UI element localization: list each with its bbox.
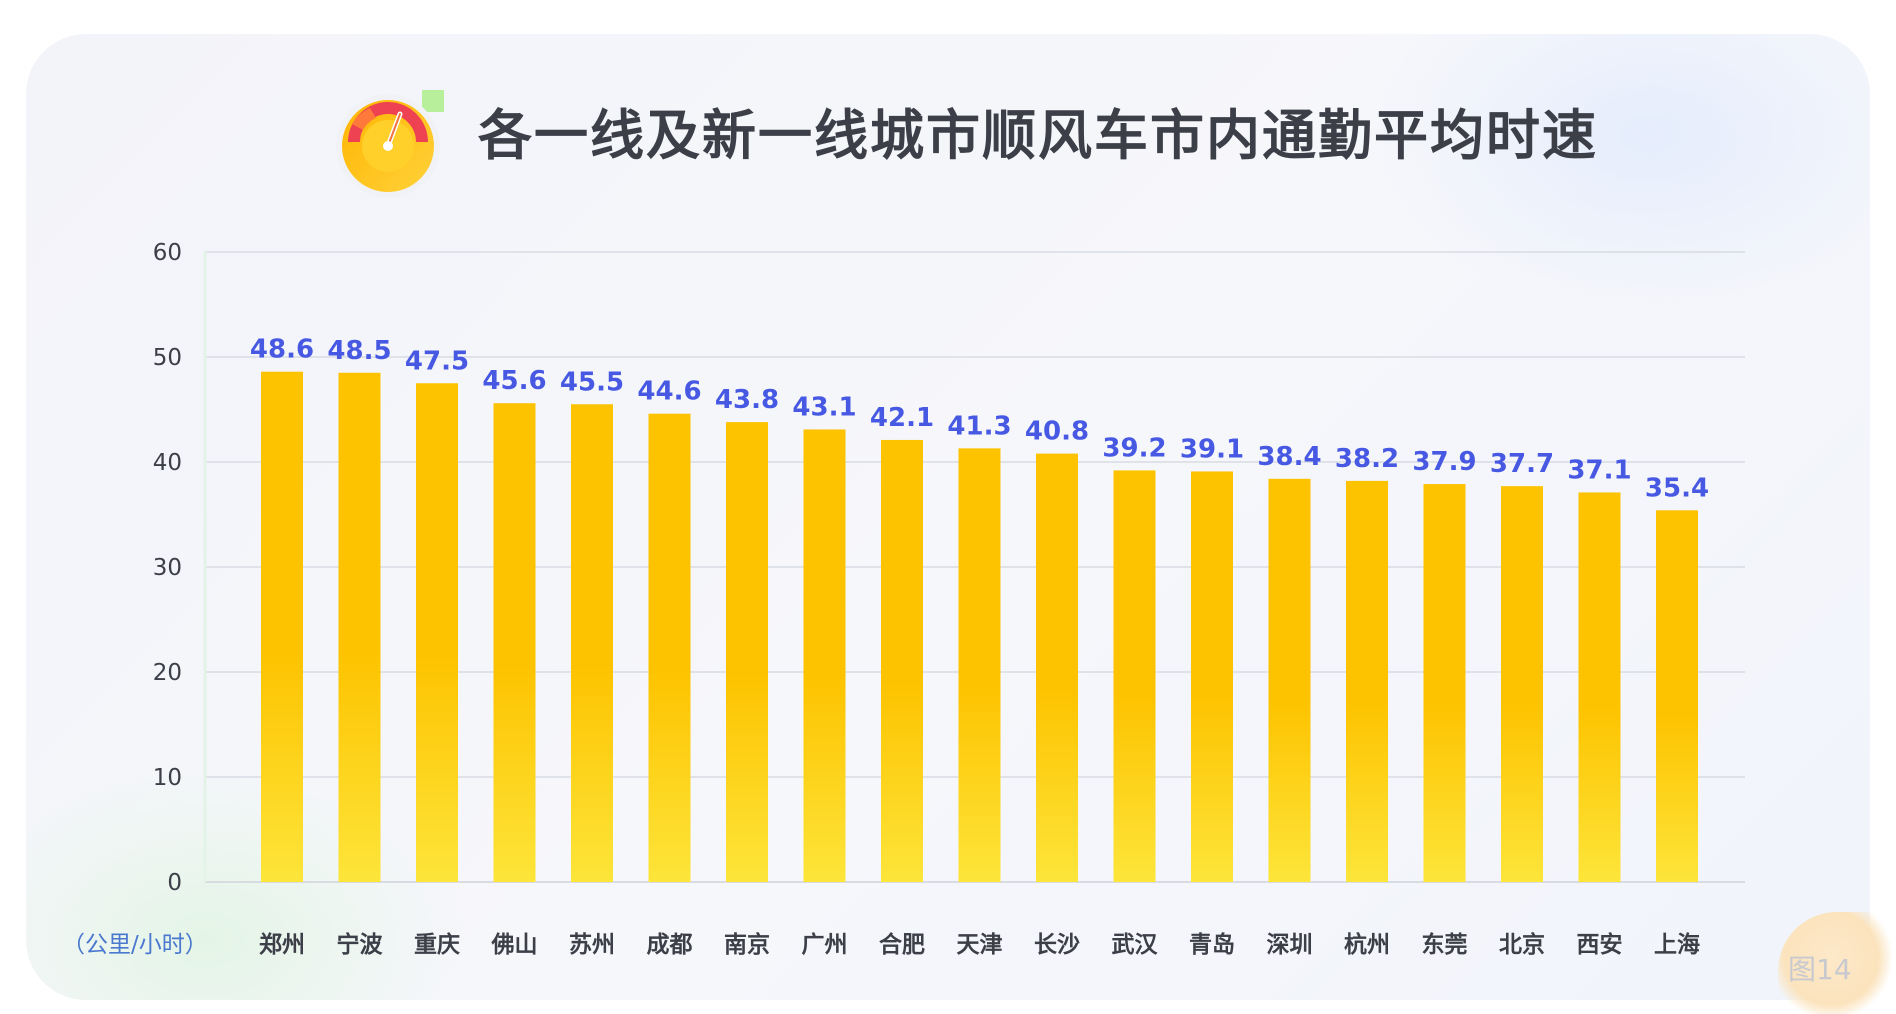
x-tick-label: 青岛 (1189, 931, 1235, 958)
figure-number: 图14 (1788, 953, 1852, 986)
value-label: 37.7 (1490, 449, 1554, 479)
x-tick-label: 北京 (1499, 931, 1545, 958)
bar-西安 (1578, 492, 1621, 882)
value-label: 35.4 (1645, 473, 1709, 503)
figure-number-badge (1778, 912, 1896, 1014)
y-tick-label: 0 (167, 870, 182, 896)
x-tick-label: 东莞 (1422, 931, 1468, 958)
unit-label: （公里/小时） (62, 932, 208, 958)
figure-card (26, 34, 1870, 1000)
value-labels: 48.6 48.5 47.5 45.6 45.5 44.6 43.8 43.1 42.1 41.3… (250, 335, 1709, 504)
bar-郑州 (261, 371, 303, 882)
y-tick-label: 10 (153, 765, 182, 791)
x-tick-label: 佛山 (491, 932, 538, 958)
x-tick-label: 苏州 (569, 932, 615, 958)
x-tick-label: 广州 (802, 931, 848, 958)
bar-上海 (1656, 510, 1698, 882)
bar-成都 (648, 413, 691, 882)
bar-青岛 (1191, 471, 1233, 882)
bar-深圳 (1268, 478, 1311, 882)
bar-广州 (803, 429, 846, 882)
value-label: 45.6 (482, 366, 546, 396)
value-label: 45.5 (560, 367, 624, 397)
value-label: 44.6 (637, 377, 701, 407)
x-tick-label: 上海 (1654, 931, 1700, 958)
x-tick-label: 南京 (724, 931, 770, 958)
x-tick-label: 杭州 (1344, 931, 1390, 958)
bar-东莞 (1423, 484, 1466, 882)
bar-佛山 (493, 403, 536, 882)
value-label: 43.8 (715, 385, 779, 415)
y-tick-label: 40 (153, 450, 182, 476)
y-tick-label: 20 (153, 660, 182, 686)
y-tick-label: 50 (153, 345, 182, 371)
value-label: 40.8 (1025, 417, 1089, 447)
x-tick-label: 郑州 (259, 932, 305, 958)
value-label: 41.3 (947, 411, 1011, 441)
value-label: 38.4 (1257, 442, 1321, 472)
value-label: 42.1 (870, 403, 934, 433)
bar-合肥 (881, 439, 923, 882)
x-tick-label: 成都 (647, 932, 693, 958)
bar-杭州 (1346, 480, 1388, 882)
value-label: 39.1 (1180, 434, 1244, 464)
bar-长沙 (1036, 453, 1078, 882)
x-tick-label: 深圳 (1267, 932, 1313, 958)
bar-天津 (958, 448, 1001, 882)
value-label: 48.6 (250, 335, 314, 365)
value-label: 38.2 (1335, 444, 1399, 474)
value-label: 48.5 (327, 336, 391, 366)
bar-重庆 (416, 383, 458, 882)
value-label: 47.5 (405, 346, 469, 376)
x-axis-labels: 郑州 宁波 重庆 佛山 苏州 成都 南京 广州 合肥 天津 长沙 武汉 青岛 深圳 杭州 东莞 北京 西安 上海 (259, 931, 1700, 958)
title-area: 各一线及新一线城市顺风车市内通勤平均时速 (0, 0, 1896, 200)
x-tick-label: 天津 (957, 931, 1003, 958)
bar-武汉 (1113, 470, 1156, 882)
x-tick-label: 宁波 (337, 931, 384, 958)
bar-北京 (1501, 486, 1543, 882)
x-tick-label: 西安 (1577, 931, 1623, 958)
bar-宁波 (338, 372, 381, 882)
x-tick-label: 重庆 (414, 931, 460, 958)
x-tick-label: 长沙 (1034, 932, 1080, 958)
chart-title: 各一线及新一线城市顺风车市内通勤平均时速 (478, 104, 1598, 167)
value-label: 43.1 (792, 392, 856, 422)
speedometer-icon (336, 90, 444, 198)
y-tick-label: 30 (153, 555, 182, 581)
x-tick-label: 合肥 (879, 931, 925, 958)
bar-南京 (726, 422, 768, 882)
y-tick-label: 60 (153, 240, 182, 266)
bar-series (261, 371, 1698, 882)
x-tick-label: 武汉 (1112, 932, 1159, 958)
value-label: 39.2 (1102, 433, 1166, 463)
y-axis-ticks: 0 10 20 30 40 50 60 (153, 240, 182, 896)
value-label: 37.1 (1567, 455, 1631, 485)
value-label: 37.9 (1412, 447, 1476, 477)
bar-苏州 (571, 404, 613, 882)
